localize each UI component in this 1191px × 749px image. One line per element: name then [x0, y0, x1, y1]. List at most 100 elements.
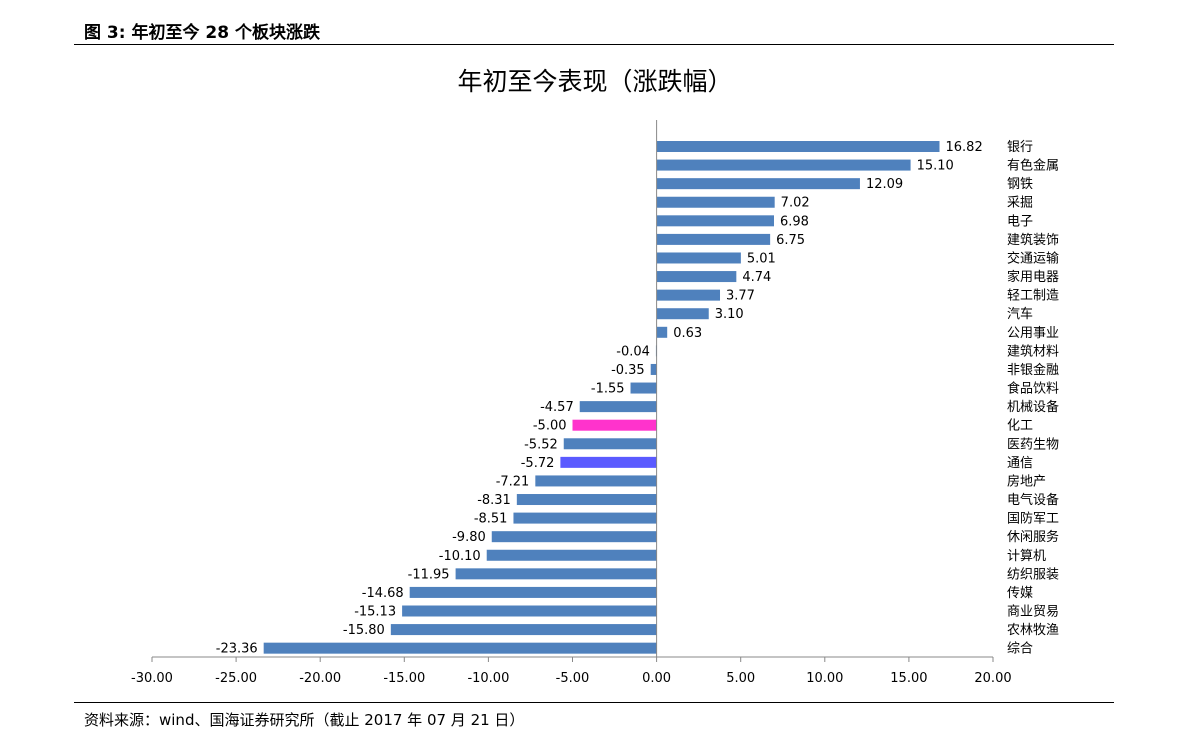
value-label: -0.04 [616, 344, 650, 359]
category-label: 通信 [1007, 456, 1033, 471]
value-label: -15.13 [354, 605, 396, 620]
category-label: 建筑材料 [1007, 343, 1059, 359]
value-label: -14.68 [362, 586, 404, 601]
bar-1 [656, 141, 940, 152]
bar-24 [455, 568, 657, 580]
value-label: 3.77 [726, 289, 755, 304]
bar-23 [486, 549, 657, 561]
category-label: 化工 [1007, 419, 1033, 434]
category-label: 有色金属 [1007, 158, 1059, 174]
x-tick-label: -25.00 [215, 671, 257, 686]
bar-8 [656, 271, 737, 283]
value-label: -1.55 [591, 382, 625, 397]
bar-25 [409, 586, 657, 598]
value-label: -5.72 [521, 456, 555, 471]
x-tick-label: 10.00 [806, 671, 843, 686]
x-tick-label: -5.00 [556, 671, 590, 686]
bar-3 [656, 178, 860, 190]
category-label: 电气设备 [1007, 492, 1059, 508]
category-label: 休闲服务 [1007, 529, 1059, 545]
value-label: -15.80 [343, 623, 385, 638]
bar-28 [263, 642, 657, 654]
category-label: 综合 [1007, 642, 1033, 657]
value-label: 7.02 [781, 196, 810, 211]
bars-group: 16.82 银行 15.10 有色金属 12.09 钢铁 7.02 采掘 6.98 电子 6.75 建… [216, 140, 1059, 657]
x-tick-label: 20.00 [974, 671, 1011, 686]
x-tick-label: -30.00 [131, 671, 173, 686]
bar-2 [656, 159, 911, 171]
category-label: 家用电器 [1007, 269, 1059, 285]
footer-rule [74, 702, 1114, 703]
category-label: 采掘 [1007, 196, 1033, 211]
x-tick-label: 0.00 [642, 671, 671, 686]
category-label: 房地产 [1007, 473, 1046, 489]
bar-16 [572, 419, 657, 431]
category-label: 公用事业 [1007, 326, 1059, 341]
value-label: -8.31 [477, 493, 511, 508]
category-label: 农林牧渔 [1007, 623, 1059, 638]
value-label: 6.75 [776, 233, 805, 248]
x-tick-label: -15.00 [383, 671, 425, 686]
header-rule [74, 44, 1114, 45]
bar-5 [656, 215, 774, 227]
category-label: 机械设备 [1007, 399, 1059, 415]
bar-9 [656, 289, 721, 301]
category-label: 非银金融 [1007, 362, 1059, 378]
category-label: 电子 [1007, 214, 1033, 229]
value-label: 5.01 [747, 251, 776, 266]
category-label: 医药生物 [1007, 437, 1059, 452]
category-label: 计算机 [1007, 549, 1046, 564]
category-label: 纺织服装 [1007, 567, 1059, 582]
category-label: 建筑装饰 [1007, 232, 1059, 248]
bar-22 [491, 531, 657, 543]
value-label: 6.98 [780, 214, 809, 229]
value-label: -5.52 [524, 437, 558, 452]
bar-19 [535, 475, 657, 487]
x-tick-label: 15.00 [890, 671, 927, 686]
bar-4 [656, 196, 775, 208]
value-label: -9.80 [452, 530, 486, 545]
value-label: -11.95 [408, 567, 450, 582]
value-label: -7.21 [496, 474, 530, 489]
x-tick-label: 5.00 [726, 671, 755, 686]
bar-13 [650, 363, 657, 375]
value-label: 16.82 [946, 140, 983, 155]
value-label: -0.35 [611, 363, 645, 378]
bar-27 [390, 624, 657, 636]
value-label: 4.74 [742, 270, 771, 285]
category-label: 汽车 [1007, 306, 1033, 322]
value-label: 12.09 [866, 177, 903, 192]
value-label: -8.51 [474, 512, 508, 527]
value-label: 0.63 [673, 326, 702, 341]
bar-26 [402, 605, 657, 617]
figure-header: 图 3: 年初至今 28 个板块涨跌 [84, 23, 320, 43]
chart-title: 年初至今表现（涨跌幅） [457, 67, 732, 96]
category-label: 国防军工 [1007, 511, 1059, 527]
bar-14 [630, 382, 657, 394]
category-label: 轻工制造 [1007, 289, 1059, 304]
bar-20 [516, 494, 657, 506]
category-label: 传媒 [1007, 586, 1033, 601]
value-label: 15.10 [917, 159, 954, 174]
bar-6 [656, 233, 771, 245]
value-label: -5.00 [533, 419, 567, 434]
bar-10 [656, 308, 709, 320]
bar-15 [579, 401, 657, 413]
category-label: 银行 [1007, 140, 1033, 155]
value-label: -4.57 [540, 400, 574, 415]
x-tick-label: -20.00 [299, 671, 341, 686]
bar-17 [563, 438, 657, 450]
value-label: -23.36 [216, 642, 258, 657]
source-note: 资料来源：wind、国海证券研究所（截止 2017 年 07 月 21 日） [84, 711, 525, 729]
x-tick-label: -10.00 [467, 671, 509, 686]
bar-18 [560, 456, 657, 468]
category-label: 交通运输 [1007, 250, 1059, 266]
axes-group: -30.00 -25.00 -20.00 -15.00 -10.00 -5.00 0.00 5… [131, 120, 1012, 686]
bar-11 [656, 326, 668, 338]
bar-7 [656, 252, 741, 264]
category-label: 商业贸易 [1007, 605, 1059, 620]
category-label: 钢铁 [1007, 177, 1033, 192]
bar-21 [513, 512, 657, 524]
value-label: -10.10 [439, 549, 481, 564]
